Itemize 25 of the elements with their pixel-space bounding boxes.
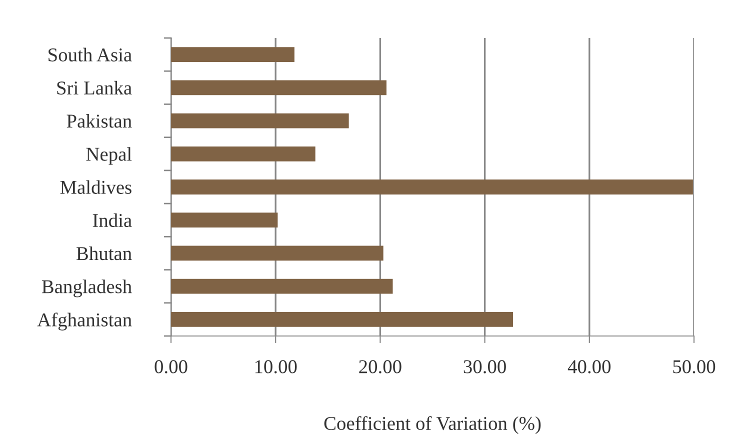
bar: [171, 146, 316, 162]
bar: [171, 113, 349, 128]
y-tick-label: Bhutan: [76, 246, 132, 260]
x-tick-label: 50.00: [673, 360, 716, 374]
y-tick-label: Nepal: [86, 147, 132, 165]
y-tick-label: South Asia: [48, 48, 132, 62]
x-tick-label: 40.00: [568, 360, 611, 374]
y-tick-label: India: [92, 213, 132, 228]
bar: [171, 180, 693, 194]
x-tick-label: 10.00: [255, 360, 297, 374]
x-tick-label: 0.00: [154, 360, 188, 374]
bar: [171, 278, 393, 294]
bar: [171, 212, 278, 228]
y-tick-label: Pakistan: [66, 114, 132, 128]
bar: [171, 47, 294, 62]
x-tick-label: 20.00: [359, 360, 402, 374]
bar: [171, 312, 514, 327]
y-tick-label: Maldives: [60, 180, 132, 194]
x-axis-title: Coefficient of Variation (%): [324, 416, 541, 434]
x-tick-label: 30.00: [464, 360, 506, 374]
y-tick-label: Bangladesh: [42, 280, 132, 298]
bar: [171, 80, 386, 96]
y-tick-label: Afghanistan: [37, 312, 132, 330]
bar: [171, 246, 384, 261]
y-tick-label: Sri Lanka: [57, 80, 132, 95]
